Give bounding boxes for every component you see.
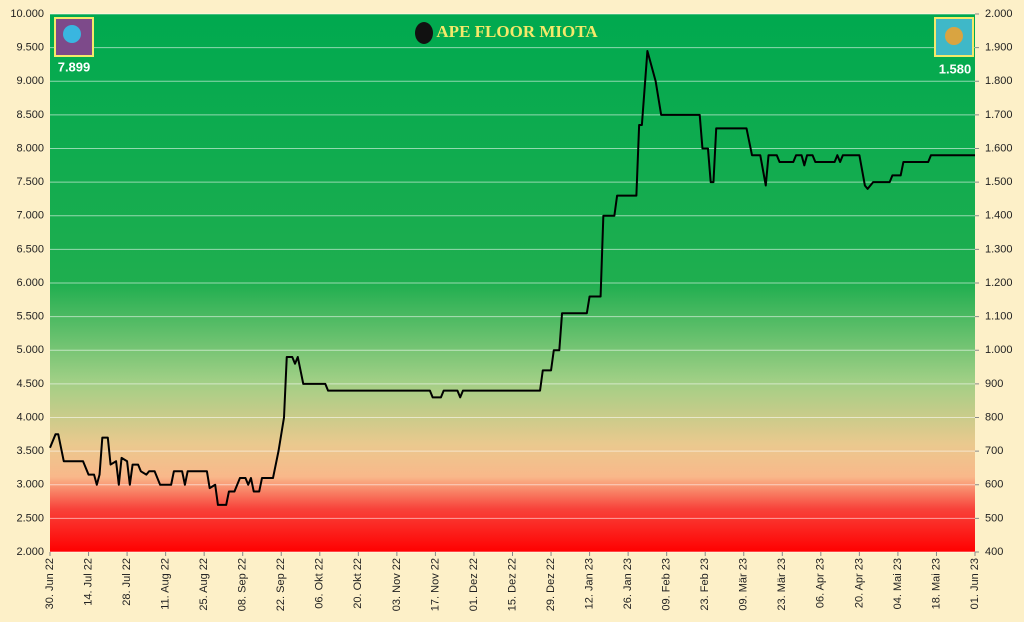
y-tick-label: 3.000 <box>16 479 44 491</box>
y2-tick-label: 1.300 <box>985 243 1013 255</box>
y2-tick-label: 1.600 <box>985 142 1013 154</box>
x-tick-label: 23. Mär 23 <box>776 558 788 611</box>
y2-tick-label: 1.900 <box>985 42 1013 54</box>
y-tick-label: 8.500 <box>16 109 44 121</box>
y2-tick-label: 900 <box>985 378 1003 390</box>
left-nft-face <box>63 25 81 43</box>
x-tick-label: 22. Sep 22 <box>275 558 287 611</box>
y-tick-label: 10.000 <box>10 8 44 20</box>
x-tick-label: 23. Feb 23 <box>699 558 711 611</box>
y2-tick-label: 1.200 <box>985 277 1013 289</box>
x-tick-label: 06. Okt 22 <box>314 558 326 609</box>
right-nft-face <box>945 27 963 45</box>
x-tick-label: 30. Jun 22 <box>44 558 56 609</box>
x-tick-label: 18. Mai 23 <box>930 558 942 609</box>
x-tick-label: 09. Feb 23 <box>661 558 673 611</box>
y-tick-label: 4.500 <box>16 378 44 390</box>
y-tick-label: 3.500 <box>16 445 44 457</box>
y-tick-label: 6.500 <box>16 243 44 255</box>
y2-tick-label: 1.100 <box>985 311 1013 323</box>
y2-tick-label: 1.500 <box>985 176 1013 188</box>
x-tick-label: 20. Okt 22 <box>352 558 364 609</box>
y-tick-label: 5.500 <box>16 311 44 323</box>
x-tick-label: 11. Aug 22 <box>160 558 172 610</box>
y-tick-label: 8.000 <box>16 142 44 154</box>
price-line <box>49 49 976 506</box>
gorilla-icon <box>415 22 433 44</box>
plot <box>49 13 976 553</box>
left-value: 7.899 <box>58 59 91 74</box>
x-tick-label: 09. Mär 23 <box>738 558 750 611</box>
x-tick-label: 12. Jan 23 <box>583 558 595 609</box>
y2-tick-label: 2.000 <box>985 8 1013 20</box>
x-tick-label: 06. Apr 23 <box>815 558 827 608</box>
y-tick-label: 7.000 <box>16 210 44 222</box>
y-tick-label: 7.500 <box>16 176 44 188</box>
x-tick-label: 29. Dez 22 <box>545 558 557 611</box>
y-tick-label: 6.000 <box>16 277 44 289</box>
y-tick-label: 4.000 <box>16 411 44 423</box>
y-tick-label: 5.000 <box>16 344 44 356</box>
right-value: 1.580 <box>939 61 972 76</box>
y2-tick-label: 600 <box>985 479 1003 491</box>
y-tick-label: 2.000 <box>16 546 44 558</box>
y2-tick-label: 500 <box>985 512 1003 524</box>
x-tick-label: 14. Jul 22 <box>82 558 94 606</box>
y2-tick-label: 800 <box>985 411 1003 423</box>
x-tick-label: 08. Sep 22 <box>237 558 249 611</box>
x-tick-label: 04. Mai 23 <box>892 558 904 609</box>
x-tick-label: 26. Jan 23 <box>622 558 634 609</box>
x-tick-label: 28. Jul 22 <box>121 558 133 606</box>
y-tick-label: 9.000 <box>16 75 44 87</box>
y-tick-label: 2.500 <box>16 512 44 524</box>
left-nft-icon <box>54 17 94 57</box>
x-tick-label: 25. Aug 22 <box>198 558 210 611</box>
x-tick-label: 01. Dez 22 <box>468 558 480 611</box>
y2-tick-label: 1.800 <box>985 75 1013 87</box>
y2-tick-label: 1.700 <box>985 109 1013 121</box>
y2-tick-label: 700 <box>985 445 1003 457</box>
y-tick-label: 9.500 <box>16 42 44 54</box>
x-tick-label: 01. Jun 23 <box>969 558 981 609</box>
y2-tick-label: 1.000 <box>985 344 1013 356</box>
chart-title: APE FLOOR MIOTA <box>436 22 598 41</box>
y2-tick-label: 1.400 <box>985 210 1013 222</box>
x-tick-label: 03. Nov 22 <box>391 558 403 611</box>
x-tick-label: 15. Dez 22 <box>506 558 518 611</box>
x-tick-label: 20. Apr 23 <box>853 558 865 608</box>
x-tick-label: 17. Nov 22 <box>429 558 441 611</box>
y2-tick-label: 400 <box>985 546 1003 558</box>
